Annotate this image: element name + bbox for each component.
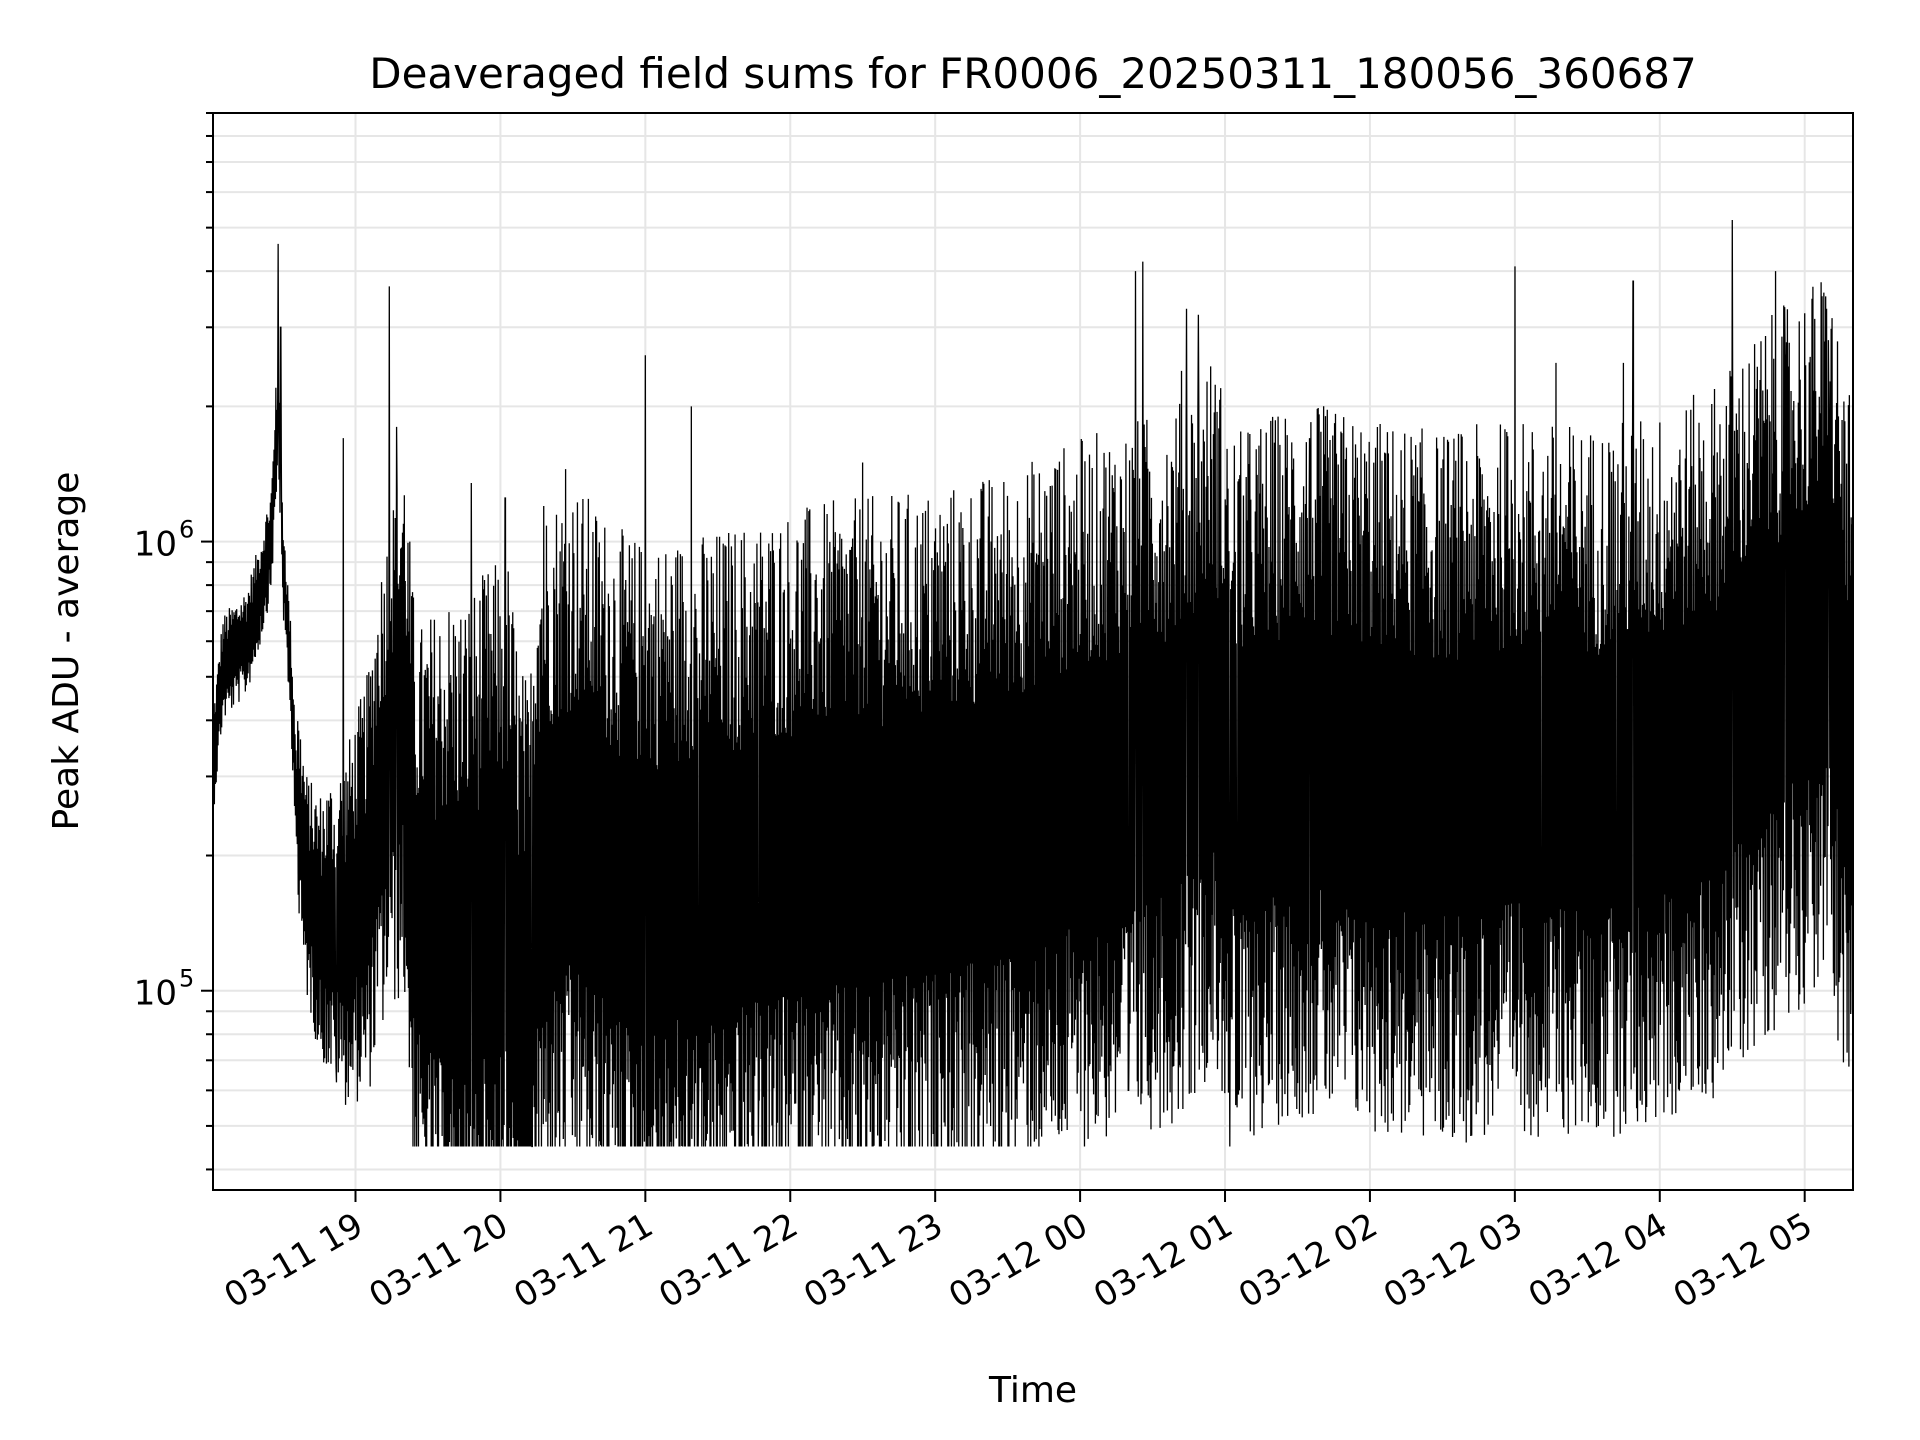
y-tick-label: 10: [134, 974, 177, 1014]
x-tick-label: 03-12 00: [942, 1205, 1094, 1316]
x-tick-label: 03-11 20: [363, 1205, 515, 1316]
x-axis-label: Time: [988, 1370, 1077, 1411]
x-tick-label: 03-12 05: [1667, 1205, 1819, 1316]
series-line-path: [213, 219, 1853, 1148]
y-tick-label: 10: [134, 525, 177, 565]
x-tick-label: 03-12 03: [1377, 1205, 1529, 1316]
x-tick-label: 03-11 21: [507, 1205, 659, 1316]
x-tick-label: 03-12 04: [1522, 1205, 1674, 1316]
x-tick-label: 03-11 19: [218, 1205, 370, 1316]
x-tick-label: 03-11 23: [797, 1205, 949, 1316]
series-line: [213, 219, 1853, 1148]
chart-title: Deaveraged field sums for FR0006_2025031…: [369, 49, 1697, 98]
y-axis-label: Peak ADU - average: [46, 472, 87, 831]
x-tick-label: 03-12 02: [1232, 1205, 1384, 1316]
x-tick-label: 03-12 01: [1087, 1205, 1239, 1316]
y-tick-exponent: 5: [179, 965, 194, 993]
x-tick-label: 03-11 22: [652, 1205, 804, 1316]
plot-frame: [212, 112, 1854, 1191]
y-tick-exponent: 6: [179, 516, 194, 544]
